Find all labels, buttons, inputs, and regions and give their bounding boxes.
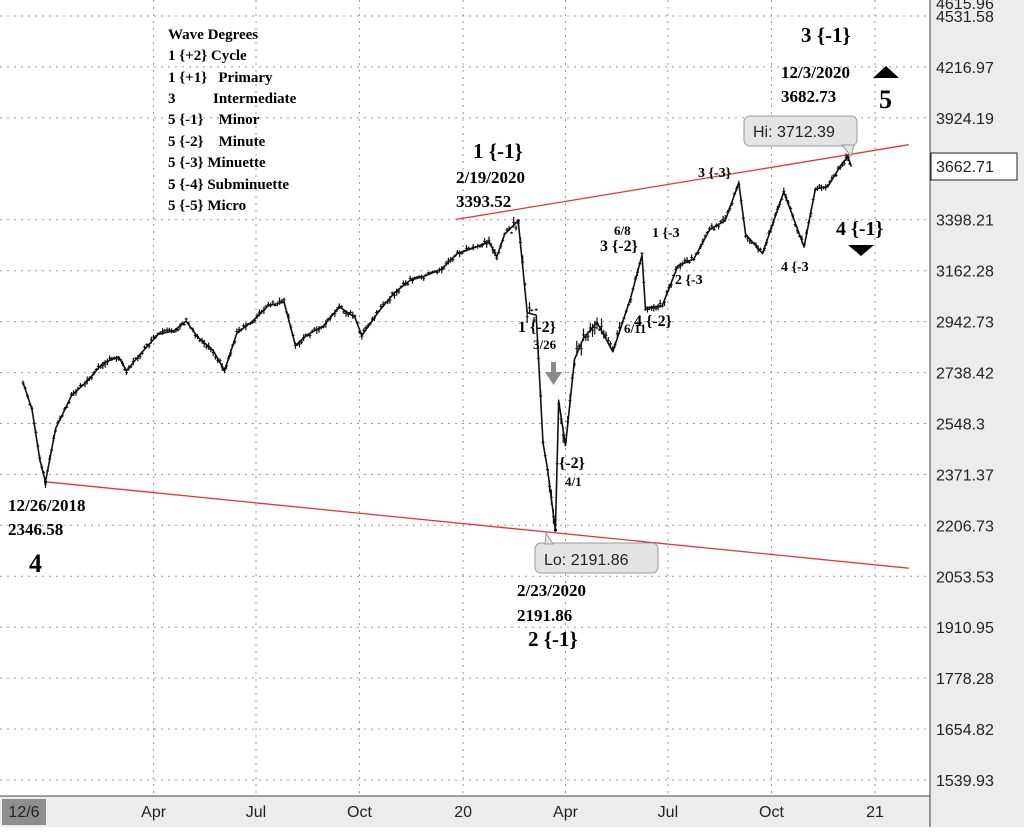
annotation-label: 2 {-3 xyxy=(675,273,703,288)
low-bubble: Lo: 2191.86 xyxy=(534,531,659,574)
x-tick-label: Jul xyxy=(658,804,678,821)
legend-line: 3 Intermediate xyxy=(168,91,297,107)
annotation-label: {-2} xyxy=(559,455,585,472)
legend-line: 5 {-4} Subminuette xyxy=(168,177,289,193)
x-axis-panel xyxy=(0,796,930,827)
legend-line: 5 {-2} Minute xyxy=(168,134,266,150)
low-bubble-label: Lo: 2191.86 xyxy=(544,552,629,569)
pivot-point xyxy=(516,219,520,223)
annotation-label: 6/11 xyxy=(624,321,646,336)
x-tick-label: Oct xyxy=(347,804,372,821)
pivot-point xyxy=(43,480,48,484)
legend-title: Wave Degrees xyxy=(168,27,258,43)
y-tick-label: 3398.21 xyxy=(936,213,994,230)
up-triangle-icon xyxy=(873,66,899,78)
current-price-label: 3662.71 xyxy=(936,159,994,176)
x-tick-label: Oct xyxy=(759,804,784,821)
annotation-label: 4 xyxy=(29,549,42,578)
legend-line: 1 {+1} Primary xyxy=(168,70,273,86)
price-series xyxy=(21,153,853,532)
x-tick-label: 20 xyxy=(454,804,472,821)
high-bubble-label: Hi: 3712.39 xyxy=(753,124,835,141)
y-tick-label: 2548.3 xyxy=(936,417,985,434)
pivot-point xyxy=(846,155,850,159)
down-triangle-icon xyxy=(848,245,874,256)
y-tick-label: 2206.73 xyxy=(936,518,994,535)
grid-layer xyxy=(0,0,930,796)
ohlc-bars xyxy=(21,153,852,531)
legend-line: 5 {-3} Minuette xyxy=(168,155,266,171)
y-axis-panel xyxy=(930,0,1024,827)
annotation-label: 2/23/2020 xyxy=(517,581,586,600)
y-tick-label: 4615.96 xyxy=(936,0,994,13)
y-tick-label: 4531.58 xyxy=(936,9,994,26)
annotation-label: 4 {-1} xyxy=(836,218,884,240)
annotation-label: 2191.86 xyxy=(517,606,572,625)
legend-line: 5 {-1} Minor xyxy=(168,112,260,128)
annotation-label: 1 {-1} xyxy=(473,139,523,163)
annotation-label: 4 {-3 xyxy=(781,260,809,275)
x-tick-label: 12/6 xyxy=(8,804,39,821)
x-tick-label: Apr xyxy=(141,804,167,821)
trendlines xyxy=(45,144,909,569)
x-axis-ticks: 12/6 Apr Jul Oct 20 Apr Jul Oct 21 xyxy=(2,799,884,825)
current-price-tag: 3662.71 xyxy=(930,152,1018,181)
y-tick-label: 2371.37 xyxy=(936,467,994,484)
trendline xyxy=(456,144,909,221)
annotation-label: 2 {-1} xyxy=(528,627,578,651)
wave-degree-legend: Wave Degrees 1 {+2} Cycle 1 {+1} Primary… xyxy=(168,27,297,214)
x-tick-label: 21 xyxy=(866,804,884,821)
annotation-label: 2/19/2020 xyxy=(456,168,525,187)
annotation-label: 3393.52 xyxy=(456,192,511,211)
y-tick-label: 1778.28 xyxy=(936,671,994,688)
x-tick-label: Apr xyxy=(553,804,579,821)
annotation-label: 5 xyxy=(879,85,892,114)
annotation-label: 4/1 xyxy=(565,474,582,489)
annotation-label: 3 {-1} xyxy=(801,23,851,47)
annotation-label: 1 {-3 xyxy=(652,226,680,241)
x-start-marker xyxy=(2,799,46,825)
legend-line: 5 {-5} Micro xyxy=(168,198,246,214)
y-tick-label: 3162.28 xyxy=(936,264,994,281)
annotation-label: 12/26/2018 xyxy=(8,496,85,515)
gray-down-arrow-icon xyxy=(545,362,562,385)
y-tick-label: 3924.19 xyxy=(936,111,994,128)
annotation-label: 6/8 xyxy=(614,223,631,238)
annotation-label: 4 {-2} xyxy=(634,313,672,330)
wave-annotations: 12/26/2018 2346.58 4 1 {-1} 2/19/2020 33… xyxy=(8,23,892,651)
y-tick-label: 2942.73 xyxy=(936,315,994,332)
annotation-label: 3 {-3} xyxy=(698,166,732,181)
legend-line: 1 {+2} Cycle xyxy=(168,48,247,64)
annotation-label: 1 {-2} xyxy=(518,319,556,336)
annotation-label: 2346.58 xyxy=(8,520,63,539)
high-bubble: Hi: 3712.39 xyxy=(743,115,858,158)
annotation-label: 3682.73 xyxy=(781,87,836,106)
trendline xyxy=(45,481,909,569)
y-tick-label: 2738.42 xyxy=(936,366,994,383)
y-tick-label: 2053.53 xyxy=(936,569,994,586)
annotation-label: 3 {-2} xyxy=(600,238,638,255)
y-tick-label: 4216.97 xyxy=(936,60,994,77)
pivot-point xyxy=(553,528,558,532)
y-tick-label: 1910.95 xyxy=(936,620,994,637)
y-tick-label: 1654.82 xyxy=(936,722,994,739)
x-tick-label: Jul xyxy=(246,804,266,821)
y-tick-label: 1539.93 xyxy=(936,773,994,790)
annotation-label: 3/26 xyxy=(533,337,557,352)
annotation-label: 12/3/2020 xyxy=(781,63,850,82)
